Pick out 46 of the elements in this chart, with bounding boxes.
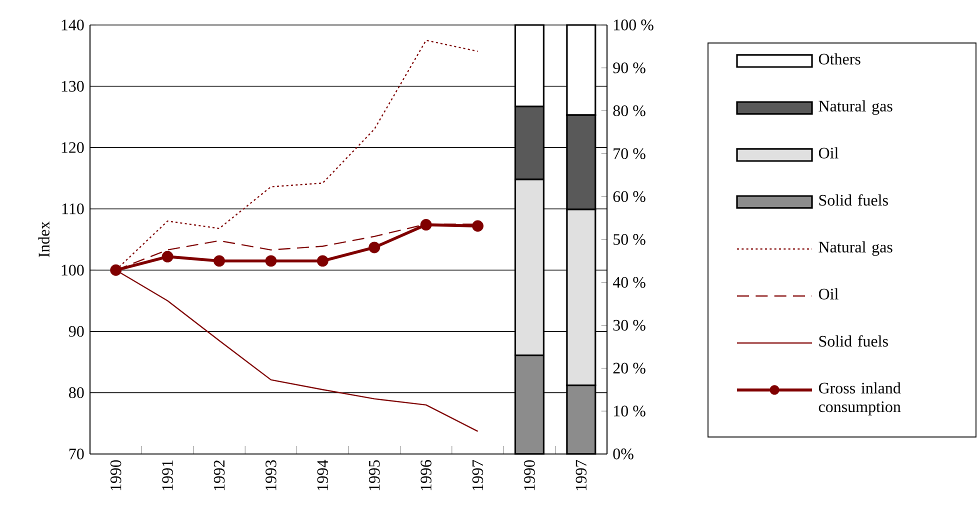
- y-tick-label: 140: [62, 20, 84, 30]
- y2-tick-label: 30 %: [613, 320, 646, 331]
- y2-tick-label: 80 %: [613, 105, 646, 116]
- point: [420, 219, 432, 231]
- legend-label: Others: [818, 53, 860, 65]
- y2-tick-label: 90 %: [613, 62, 646, 74]
- x-tick-label: 1997: [472, 460, 484, 490]
- legend-label: Oil: [818, 147, 838, 158]
- legend-label: Oil: [818, 288, 838, 300]
- y2-tick-label: 0%: [613, 448, 634, 460]
- x-tick-label: 1995: [368, 460, 380, 490]
- x-tick-label: 1997: [576, 460, 587, 490]
- x-tick-label: 1994: [317, 460, 328, 490]
- point: [265, 255, 277, 267]
- y2-tick-label: 70 %: [614, 148, 646, 160]
- legend-label: Natural gas: [818, 241, 892, 256]
- y2-tick-label: 60 %: [613, 191, 646, 202]
- x-tick-label: 1991: [162, 460, 173, 490]
- y-tick-label: 120: [62, 142, 84, 153]
- x-tick-label: 1992: [214, 460, 225, 490]
- y2-tick-label: 10 %: [614, 406, 646, 417]
- point: [214, 255, 225, 267]
- y-axis-title: Index: [38, 221, 50, 258]
- y2-tick-label: 40 %: [612, 276, 646, 288]
- point: [162, 250, 174, 262]
- y-tick-label: 110: [62, 203, 84, 214]
- legend-label: Natural gas: [818, 100, 892, 115]
- y-tick-label: 70: [69, 448, 84, 460]
- y2-tick-label: 100 %: [614, 20, 654, 30]
- legend-label: Gross inland consumption: [818, 382, 901, 416]
- x-tick-label: 1993: [266, 460, 276, 490]
- y-tick-label: 100: [62, 264, 84, 276]
- y-tick-label: 90: [68, 326, 84, 337]
- point: [472, 220, 484, 232]
- y2-tick-label: 50 %: [614, 234, 646, 245]
- point: [110, 264, 122, 276]
- x-tick-label: 1990: [110, 460, 122, 490]
- x-tick-label: 1996: [420, 460, 432, 490]
- point: [368, 242, 380, 254]
- y-tick-label: 80: [69, 387, 84, 398]
- point: [316, 255, 328, 267]
- y-tick-label: 130: [62, 80, 84, 92]
- y2-tick-label: 20 %: [613, 362, 646, 374]
- x-tick-label: 1990: [524, 460, 535, 490]
- legend-label: Solid fuels: [819, 194, 888, 206]
- legend-label: Solid fuels: [819, 335, 888, 347]
